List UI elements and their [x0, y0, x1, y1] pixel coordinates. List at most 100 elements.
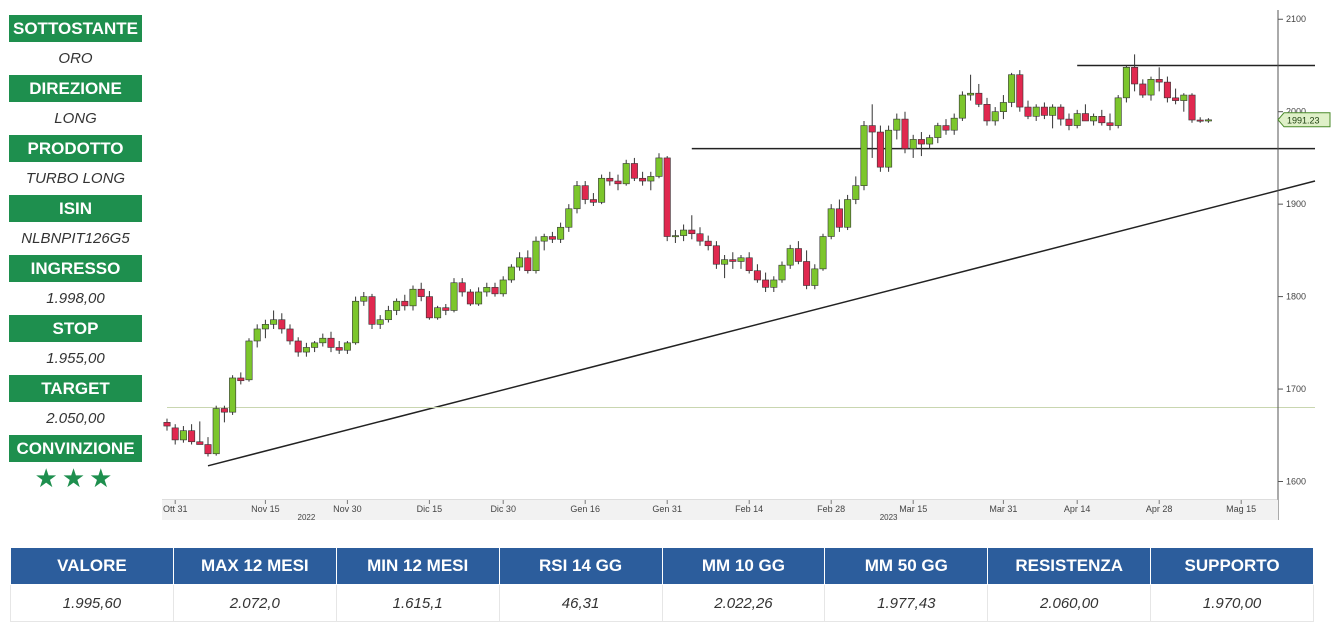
candle-body	[663, 157, 671, 237]
candle-body	[721, 259, 729, 265]
candle-body	[1196, 119, 1204, 122]
candle-body	[1172, 97, 1180, 101]
trendline	[207, 180, 1316, 467]
candle-body	[671, 235, 679, 238]
candle-body	[1155, 79, 1163, 83]
sidebar-label-isin: ISIN	[9, 195, 142, 222]
candle-body	[1188, 94, 1196, 121]
candle-body	[704, 240, 712, 247]
candle-body	[1098, 116, 1106, 124]
candle-body	[286, 328, 294, 342]
candle-body	[942, 125, 950, 131]
y-tick-label: 1900	[1286, 199, 1306, 209]
x-tick-label: Apr 28	[1146, 504, 1173, 514]
x-tick-label: Mar 15	[899, 504, 927, 514]
candle-body	[647, 176, 655, 182]
candle-body	[1008, 74, 1016, 103]
sidebar-value-product: TURBO LONG	[25, 170, 126, 187]
candle-body	[958, 94, 966, 119]
candle-body	[737, 257, 745, 262]
candle-body	[917, 139, 925, 145]
stats-cell-resistance: 2.060,00	[987, 584, 1152, 622]
trade-summary-sidebar: SOTTOSTANTE ORO DIREZIONE LONG PRODOTTO …	[9, 15, 142, 495]
candle-body	[491, 287, 499, 295]
conviction-stars: ★★★	[34, 463, 117, 493]
price-chart: 1600 1700 1800 1900 2000 2100 Ott 31 Nov 15 Nov …	[162, 10, 1331, 522]
candle-body	[434, 307, 442, 319]
candle-body	[1073, 113, 1081, 126]
stats-value-row: 1.995,60 2.072,0 1.615,1 46,31 2.022,26 …	[10, 584, 1314, 622]
sidebar-value-entry: 1.998,00	[46, 290, 105, 307]
x-tick-label: Apr 14	[1064, 504, 1091, 514]
candle-body	[401, 300, 409, 307]
candle-body	[975, 92, 983, 105]
candle-body	[548, 236, 556, 240]
candle-body	[229, 377, 237, 413]
candle-body	[1131, 67, 1139, 85]
candle-body	[237, 377, 245, 382]
candle-body	[335, 347, 343, 351]
candle-body	[220, 408, 228, 413]
candle-body	[745, 257, 753, 272]
candle-body	[581, 185, 589, 200]
candle-body	[811, 268, 819, 286]
candle-body	[762, 279, 770, 288]
candle-body	[532, 240, 540, 272]
candle-body	[409, 288, 417, 307]
candle-body	[680, 229, 688, 236]
x-tick-label: Nov 15	[251, 504, 280, 514]
sidebar-value-target: 2.050,00	[46, 410, 105, 427]
candle-body	[188, 430, 196, 443]
candle-body	[729, 259, 737, 262]
candle-body	[803, 261, 811, 286]
x-tick-label: Dic 15	[417, 504, 443, 514]
sidebar-value-isin: NLBNPIT126G5	[21, 230, 130, 247]
candle-body	[1114, 97, 1122, 126]
sidebar-label-target: TARGET	[9, 375, 142, 402]
stats-header-min-12m: MIN 12 MESI	[335, 547, 500, 585]
candle-body	[852, 185, 860, 200]
candle-body	[1081, 113, 1089, 122]
candle-body	[450, 282, 458, 311]
candle-body	[1065, 118, 1073, 126]
candle-body	[483, 287, 491, 293]
candle-body	[999, 102, 1007, 112]
candle-body	[319, 337, 327, 344]
sidebar-label-stop: STOP	[9, 315, 142, 342]
candle-body	[876, 131, 884, 168]
candle-body	[442, 307, 450, 311]
candle-body	[622, 163, 630, 185]
candle-body	[950, 117, 958, 131]
candle-body	[557, 226, 565, 240]
candle-body	[712, 245, 720, 265]
stats-cell-rsi-14: 46,31	[498, 584, 663, 622]
candle-body	[1040, 106, 1048, 116]
candle-body	[926, 137, 934, 145]
stats-cell-mm-50: 1.977,43	[824, 584, 989, 622]
candle-body	[794, 248, 802, 262]
stats-header-rsi-14: RSI 14 GG	[498, 547, 663, 585]
candle-body	[384, 310, 392, 321]
sidebar-label-entry: INGRESSO	[9, 255, 142, 282]
candle-body	[1106, 122, 1114, 126]
candle-body	[786, 248, 794, 266]
stats-table: VALORE MAX 12 MESI MIN 12 MESI RSI 14 GG…	[10, 547, 1314, 622]
y-tick-label: 2100	[1286, 14, 1306, 24]
sidebar-value-underlying: ORO	[58, 50, 93, 67]
candle-body	[417, 288, 425, 297]
x-tick-label: Mar 31	[989, 504, 1017, 514]
candle-body	[327, 337, 335, 348]
candle-body	[688, 229, 696, 235]
sidebar-label-underlying: SOTTOSTANTE	[9, 15, 142, 42]
candle-body	[1204, 119, 1212, 122]
candle-body	[1024, 106, 1032, 117]
candle-body	[302, 347, 310, 353]
candle-body	[983, 104, 991, 122]
candle-body	[630, 163, 638, 179]
candle-body	[1180, 94, 1188, 101]
stats-cell-max-12m: 2.072,0	[172, 584, 337, 622]
candle-body	[171, 427, 179, 441]
candle-body	[540, 236, 548, 242]
stats-header-mm-50: MM 50 GG	[824, 547, 989, 585]
x-tick-label: Nov 30	[333, 504, 362, 514]
